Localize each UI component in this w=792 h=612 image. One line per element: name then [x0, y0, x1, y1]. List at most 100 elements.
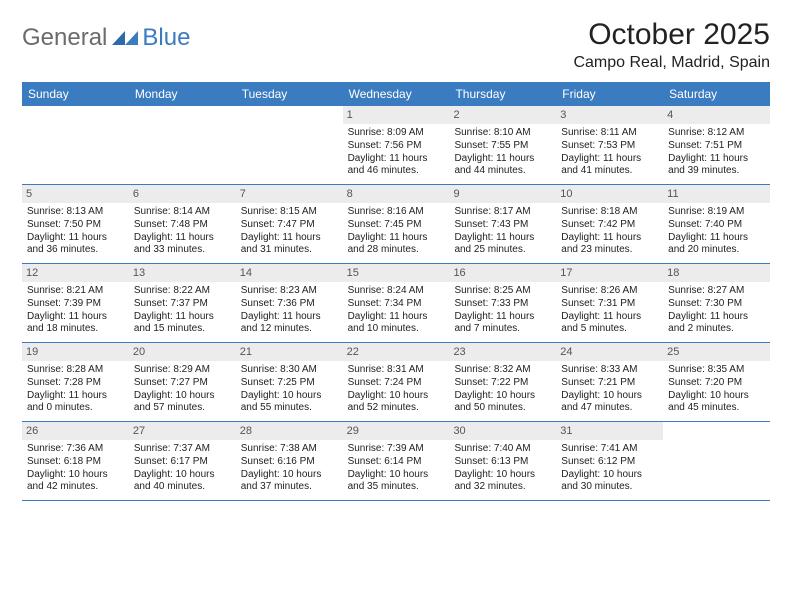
title-block: October 2025 Campo Real, Madrid, Spain	[573, 18, 770, 72]
cell-line: Sunset: 6:12 PM	[561, 456, 658, 469]
calendar-cell: 4Sunrise: 8:12 AMSunset: 7:51 PMDaylight…	[663, 106, 770, 184]
calendar-cell: 16Sunrise: 8:25 AMSunset: 7:33 PMDayligh…	[449, 264, 556, 342]
cell-line: Sunrise: 8:29 AM	[134, 364, 231, 377]
day-number: 8	[343, 185, 450, 203]
cell-line: Sunrise: 7:40 AM	[454, 443, 551, 456]
dayhead-monday: Monday	[129, 82, 236, 106]
cell-line: Daylight: 11 hours	[454, 311, 551, 324]
cell-line: Sunset: 7:30 PM	[668, 298, 765, 311]
cell-line: Sunset: 6:13 PM	[454, 456, 551, 469]
day-number: 7	[236, 185, 343, 203]
calendar: Sunday Monday Tuesday Wednesday Thursday…	[22, 82, 770, 501]
cell-line: Sunrise: 8:28 AM	[27, 364, 124, 377]
cell-line: Sunrise: 7:38 AM	[241, 443, 338, 456]
header: General Blue October 2025 Campo Real, Ma…	[22, 18, 770, 72]
day-number: 28	[236, 422, 343, 440]
cell-line: Sunset: 7:56 PM	[348, 140, 445, 153]
cell-line: and 46 minutes.	[348, 165, 445, 178]
day-number: 30	[449, 422, 556, 440]
cell-line: Sunset: 6:14 PM	[348, 456, 445, 469]
cell-line: Sunrise: 8:24 AM	[348, 285, 445, 298]
calendar-cell	[129, 106, 236, 184]
calendar-cell: 25Sunrise: 8:35 AMSunset: 7:20 PMDayligh…	[663, 343, 770, 421]
cell-line: Sunrise: 8:22 AM	[134, 285, 231, 298]
cell-line: Daylight: 10 hours	[27, 469, 124, 482]
cell-line: Sunset: 7:39 PM	[27, 298, 124, 311]
dayhead-tuesday: Tuesday	[236, 82, 343, 106]
calendar-cell: 11Sunrise: 8:19 AMSunset: 7:40 PMDayligh…	[663, 185, 770, 263]
cell-line: Sunset: 7:25 PM	[241, 377, 338, 390]
cell-line: Daylight: 10 hours	[561, 469, 658, 482]
cell-line: Sunset: 6:17 PM	[134, 456, 231, 469]
day-number: 21	[236, 343, 343, 361]
day-number: 13	[129, 264, 236, 282]
cell-line: Sunset: 6:16 PM	[241, 456, 338, 469]
cell-line: and 45 minutes.	[668, 402, 765, 415]
day-number: 14	[236, 264, 343, 282]
cell-line: Sunset: 7:33 PM	[454, 298, 551, 311]
cell-line: and 18 minutes.	[27, 323, 124, 336]
cell-line: and 44 minutes.	[454, 165, 551, 178]
cell-line: Sunrise: 8:11 AM	[561, 127, 658, 140]
cell-line: Sunrise: 8:35 AM	[668, 364, 765, 377]
cell-line: Sunrise: 8:09 AM	[348, 127, 445, 140]
calendar-cell: 24Sunrise: 8:33 AMSunset: 7:21 PMDayligh…	[556, 343, 663, 421]
cell-line: Sunset: 7:47 PM	[241, 219, 338, 232]
cell-line: Daylight: 10 hours	[348, 469, 445, 482]
dayhead-sunday: Sunday	[22, 82, 129, 106]
day-number: 3	[556, 106, 663, 124]
cell-line: Daylight: 10 hours	[241, 390, 338, 403]
cell-line: Sunrise: 8:12 AM	[668, 127, 765, 140]
calendar-cell: 21Sunrise: 8:30 AMSunset: 7:25 PMDayligh…	[236, 343, 343, 421]
dayhead-saturday: Saturday	[663, 82, 770, 106]
calendar-cell: 6Sunrise: 8:14 AMSunset: 7:48 PMDaylight…	[129, 185, 236, 263]
cell-line: and 20 minutes.	[668, 244, 765, 257]
calendar-cell: 28Sunrise: 7:38 AMSunset: 6:16 PMDayligh…	[236, 422, 343, 500]
cell-line: and 30 minutes.	[561, 481, 658, 494]
cell-line: and 35 minutes.	[348, 481, 445, 494]
calendar-cell: 30Sunrise: 7:40 AMSunset: 6:13 PMDayligh…	[449, 422, 556, 500]
cell-line: Sunrise: 8:31 AM	[348, 364, 445, 377]
day-number: 29	[343, 422, 450, 440]
calendar-cell: 9Sunrise: 8:17 AMSunset: 7:43 PMDaylight…	[449, 185, 556, 263]
cell-line: Sunrise: 7:41 AM	[561, 443, 658, 456]
cell-line: Sunset: 7:55 PM	[454, 140, 551, 153]
cell-line: and 12 minutes.	[241, 323, 338, 336]
cell-line: Sunrise: 8:17 AM	[454, 206, 551, 219]
calendar-cell: 19Sunrise: 8:28 AMSunset: 7:28 PMDayligh…	[22, 343, 129, 421]
logo-text-blue: Blue	[142, 24, 190, 52]
calendar-cell: 10Sunrise: 8:18 AMSunset: 7:42 PMDayligh…	[556, 185, 663, 263]
calendar-cell: 23Sunrise: 8:32 AMSunset: 7:22 PMDayligh…	[449, 343, 556, 421]
cell-line: and 23 minutes.	[561, 244, 658, 257]
cell-line: and 57 minutes.	[134, 402, 231, 415]
calendar-cell: 1Sunrise: 8:09 AMSunset: 7:56 PMDaylight…	[343, 106, 450, 184]
cell-line: and 31 minutes.	[241, 244, 338, 257]
calendar-cell: 29 Sunrise: 7:39 AMSunset: 6:14 PMDayligh…	[343, 422, 450, 500]
day-number: 5	[22, 185, 129, 203]
cell-line: Sunset: 7:43 PM	[454, 219, 551, 232]
calendar-cell: 31Sunrise: 7:41 AMSunset: 6:12 PMDayligh…	[556, 422, 663, 500]
day-number: 27	[129, 422, 236, 440]
cell-line: and 5 minutes.	[561, 323, 658, 336]
calendar-cell: 5Sunrise: 8:13 AMSunset: 7:50 PMDaylight…	[22, 185, 129, 263]
cell-line: Daylight: 11 hours	[27, 390, 124, 403]
cell-line: Daylight: 10 hours	[561, 390, 658, 403]
calendar-cell	[663, 422, 770, 500]
cell-line: Sunrise: 7:39 AM	[348, 443, 445, 456]
cell-line: Sunset: 7:40 PM	[668, 219, 765, 232]
cell-line: Sunrise: 8:26 AM	[561, 285, 658, 298]
day-number: 22	[343, 343, 450, 361]
cell-line: Sunrise: 8:19 AM	[668, 206, 765, 219]
calendar-cell: 26Sunrise: 7:36 AMSunset: 6:18 PMDayligh…	[22, 422, 129, 500]
cell-line: and 47 minutes.	[561, 402, 658, 415]
day-number: 16	[449, 264, 556, 282]
day-number: 2	[449, 106, 556, 124]
cell-line: and 28 minutes.	[348, 244, 445, 257]
dayhead-friday: Friday	[556, 82, 663, 106]
cell-line: Daylight: 10 hours	[668, 390, 765, 403]
cell-line: Sunset: 7:28 PM	[27, 377, 124, 390]
cell-line: and 55 minutes.	[241, 402, 338, 415]
cell-line: and 50 minutes.	[454, 402, 551, 415]
day-number: 15	[343, 264, 450, 282]
cell-line: Daylight: 11 hours	[241, 311, 338, 324]
